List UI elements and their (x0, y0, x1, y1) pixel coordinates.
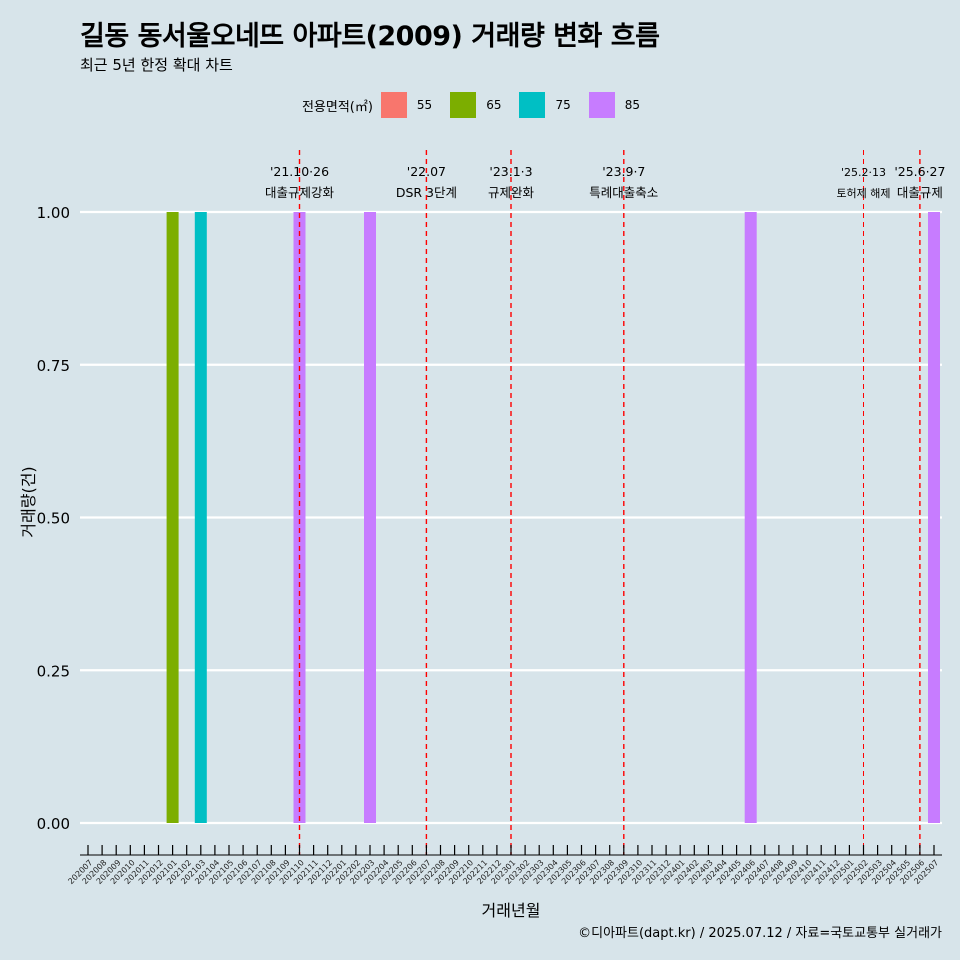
y-tick-label: 0.50 (37, 510, 70, 528)
legend-swatch-75 (519, 92, 546, 118)
x-axis-title: 거래년월 (481, 901, 541, 920)
y-tick-label: 0.00 (37, 815, 70, 833)
bar-202110-85 (293, 212, 306, 823)
event-name-label: 규제완화 (488, 185, 535, 200)
bar-202507-85 (928, 212, 940, 823)
caption: ©디아파트(dapt.kr) / 2025.07.12 / 자료=국토교통부 실… (578, 926, 942, 941)
event-date-label: '22.07 (407, 164, 446, 179)
event-date-label: '25.6·27 (894, 164, 945, 179)
y-axis-title: 거래량(건) (19, 466, 38, 538)
legend-item-85: 85 (588, 92, 654, 118)
legend-item-75: 75 (519, 92, 584, 118)
legend-label-55: 55 (416, 98, 433, 112)
legend-item-55: 55 (380, 92, 446, 118)
event-name-label: 대출규제강화 (265, 185, 335, 200)
bar-202103-75 (194, 212, 207, 823)
legend-label-85: 85 (624, 98, 641, 112)
legend-label-75: 75 (555, 98, 571, 112)
legend-label-65: 65 (486, 98, 502, 112)
event-name-label: 대출규제 (897, 185, 943, 200)
y-tick-label: 0.25 (37, 662, 70, 680)
legend: 전용면적(㎡) 55 65 75 85 (0, 92, 960, 118)
event-date-label: '23.9·7 (602, 164, 645, 179)
legend-swatch-85 (588, 92, 615, 118)
event-date-label: '21.10·26 (270, 164, 329, 179)
bar-202101-65 (166, 212, 179, 823)
y-tick-label: 1.00 (37, 204, 70, 222)
chart-title: 길동 동서울오네뜨 아파트(2009) 거래량 변화 흐름 (80, 21, 660, 52)
bar-202203-85 (364, 212, 376, 823)
legend-item-65: 65 (450, 92, 515, 118)
legend-swatch-55 (380, 92, 407, 118)
event-name-label: 토허제 해제 (836, 186, 890, 200)
event-name-label: DSR 3단계 (396, 185, 457, 200)
legend-swatch-65 (450, 92, 477, 118)
event-date-label: '25.2·13 (841, 166, 886, 179)
y-tick-label: 0.75 (37, 357, 70, 375)
bar-202406-85 (744, 212, 757, 823)
event-name-label: 특례대출축소 (589, 185, 658, 200)
event-date-label: '23.1·3 (489, 164, 532, 179)
legend-title: 전용면적(㎡) (301, 99, 373, 115)
chart-subtitle: 최근 5년 한정 확대 차트 (80, 56, 233, 74)
